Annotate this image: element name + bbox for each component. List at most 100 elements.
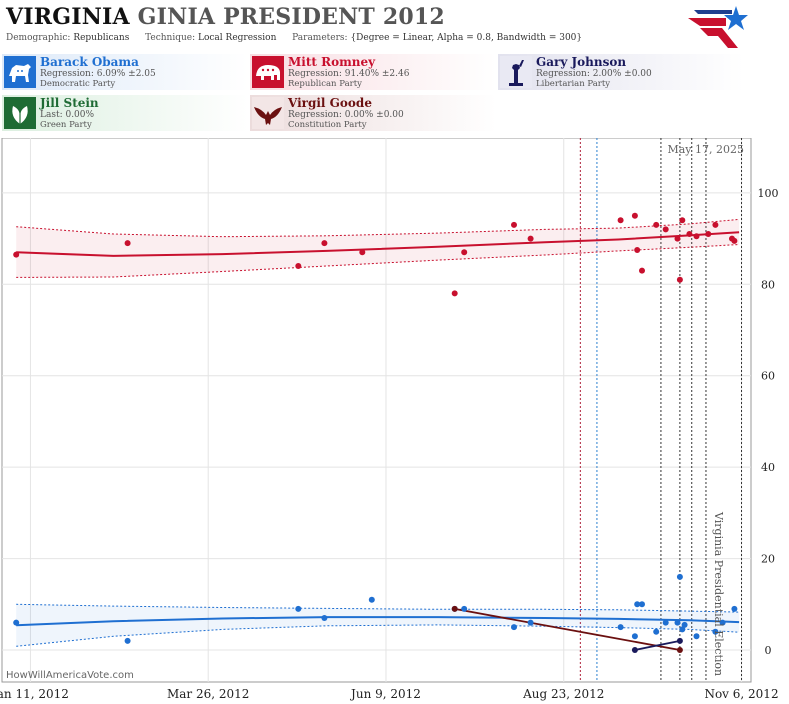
demographic-label: Demographic: — [6, 33, 71, 43]
democratic-donkey-icon — [4, 56, 36, 88]
poll-point[interactable] — [461, 605, 468, 612]
poll-point[interactable] — [705, 231, 712, 237]
poll-point[interactable] — [321, 615, 328, 621]
poll-point[interactable] — [124, 240, 131, 247]
candidate-name: Virgil Goode — [288, 96, 372, 110]
poll-point[interactable] — [461, 249, 468, 256]
poll-point[interactable] — [662, 226, 669, 233]
poll-point[interactable] — [693, 633, 700, 640]
poll-point[interactable] — [359, 249, 366, 256]
candidate-stat: Regression: 6.09% ±2.05 — [40, 69, 156, 79]
poll-point[interactable] — [712, 628, 719, 635]
poll-point[interactable] — [674, 619, 681, 626]
poll-point[interactable] — [124, 637, 131, 644]
technique-value[interactable]: Local Regression — [198, 33, 277, 43]
race-name: GINIA PRESIDENT 2012 — [137, 4, 445, 30]
plot-area — [1, 138, 752, 683]
poll-point[interactable] — [617, 217, 624, 224]
poll-point[interactable] — [639, 601, 645, 608]
poll-point[interactable] — [719, 619, 726, 626]
poll-point[interactable] — [731, 605, 738, 612]
poll-point[interactable] — [321, 240, 328, 247]
trend-line — [454, 608, 681, 651]
confidence-band — [16, 604, 740, 647]
candidate-party: Constitution Party — [288, 120, 367, 130]
poll-point[interactable] — [634, 601, 641, 608]
band-lower-line — [16, 244, 740, 278]
poll-point[interactable] — [653, 221, 660, 228]
candidate-party: Green Party — [40, 120, 92, 130]
parameters-value[interactable]: {Degree = Linear, Alpha = 0.8, Bandwidth… — [350, 33, 583, 43]
candidate-card-stein[interactable]: Jill Stein Last: 0.00% Green Party — [2, 95, 248, 131]
state-name: VIRGINIA — [6, 4, 130, 30]
x-tick-label: Jun 9, 2012 — [349, 687, 421, 701]
poll-point[interactable] — [451, 290, 458, 297]
poll-point[interactable] — [617, 624, 624, 631]
candidate-party: Democratic Party — [40, 79, 116, 89]
libertarian-statue-icon — [500, 56, 532, 88]
candidate-stat: Regression: 0.00% ±0.00 — [288, 110, 404, 120]
y-tick-label: 0 — [765, 644, 772, 657]
poll-point[interactable] — [679, 217, 686, 224]
poll-point[interactable] — [631, 647, 638, 653]
poll-point[interactable] — [527, 235, 534, 242]
poll-point[interactable] — [662, 619, 669, 626]
band-upper-line — [16, 603, 740, 613]
poll-point[interactable] — [674, 235, 681, 242]
poll-point[interactable] — [686, 231, 693, 237]
poll-point[interactable] — [13, 619, 20, 626]
y-tick-label: 100 — [758, 187, 779, 200]
poll-point[interactable] — [527, 619, 534, 626]
poll-point[interactable] — [653, 628, 660, 635]
date-label: May 17, 2025 — [667, 143, 744, 156]
poll-point[interactable] — [511, 221, 517, 228]
green-leaf-icon — [4, 97, 36, 129]
poll-point[interactable] — [451, 605, 458, 612]
star-logo-icon — [688, 6, 748, 48]
candidate-card-obama[interactable]: Barack Obama Regression: 6.09% ±2.05 Dem… — [2, 54, 248, 90]
candidate-party: Republican Party — [288, 79, 362, 89]
x-tick-label: Jan 11, 2012 — [0, 687, 69, 701]
poll-point[interactable] — [676, 637, 683, 644]
page-title: VIRGINIA GINIA PRESIDENT 2012 — [6, 4, 445, 30]
parameters-label: Parameters: — [292, 33, 348, 43]
y-tick-label: 80 — [761, 278, 775, 291]
poll-point[interactable] — [295, 605, 302, 612]
x-tick-label: Mar 26, 2012 — [167, 687, 249, 701]
poll-point[interactable] — [731, 237, 738, 244]
candidate-card-goode[interactable]: Virgil Goode Regression: 0.00% ±0.00 Con… — [250, 95, 496, 131]
candidate-stat: Regression: 2.00% ±0.00 — [536, 69, 652, 79]
candidate-party: Libertarian Party — [536, 79, 611, 89]
candidate-card-johnson[interactable]: Gary Johnson Regression: 2.00% ±0.00 Lib… — [498, 54, 744, 90]
candidate-name: Jill Stein — [40, 96, 99, 110]
candidate-card-romney[interactable]: Mitt Romney Regression: 91.40% ±2.46 Rep… — [250, 54, 496, 90]
poll-point[interactable] — [13, 251, 20, 258]
candidate-name: Barack Obama — [40, 55, 139, 69]
poll-point[interactable] — [295, 263, 302, 269]
trend-line — [634, 640, 681, 651]
poll-point[interactable] — [676, 276, 683, 283]
y-tick-label: 60 — [761, 370, 775, 383]
poll-point[interactable] — [511, 624, 517, 631]
candidate-stat: Regression: 91.40% ±2.46 — [288, 69, 410, 79]
poll-point[interactable] — [639, 267, 645, 274]
poll-point[interactable] — [676, 573, 683, 580]
y-tick-label: 40 — [761, 461, 775, 474]
poll-point[interactable] — [681, 621, 688, 628]
band-upper-line — [16, 218, 740, 238]
poll-point[interactable] — [368, 596, 375, 603]
parameter-line: Demographic: Republicans Technique: Loca… — [6, 33, 582, 43]
poll-point[interactable] — [631, 212, 638, 219]
y-tick-label: 20 — [761, 553, 775, 566]
technique-label: Technique: — [145, 33, 196, 43]
poll-point[interactable] — [631, 633, 638, 640]
demographic-value[interactable]: Republicans — [73, 33, 130, 43]
poll-point[interactable] — [634, 247, 641, 253]
candidate-name: Gary Johnson — [536, 55, 627, 69]
poll-point[interactable] — [693, 233, 700, 240]
poll-chart[interactable]: Jan 11, 2012 Mar 26, 2012 Jun 9, 2012 Aug 2… — [0, 138, 789, 704]
poll-point[interactable] — [676, 647, 683, 653]
poll-point[interactable] — [679, 626, 686, 633]
poll-point[interactable] — [712, 221, 719, 228]
x-tick-label: Nov 6, 2012 — [704, 687, 778, 701]
